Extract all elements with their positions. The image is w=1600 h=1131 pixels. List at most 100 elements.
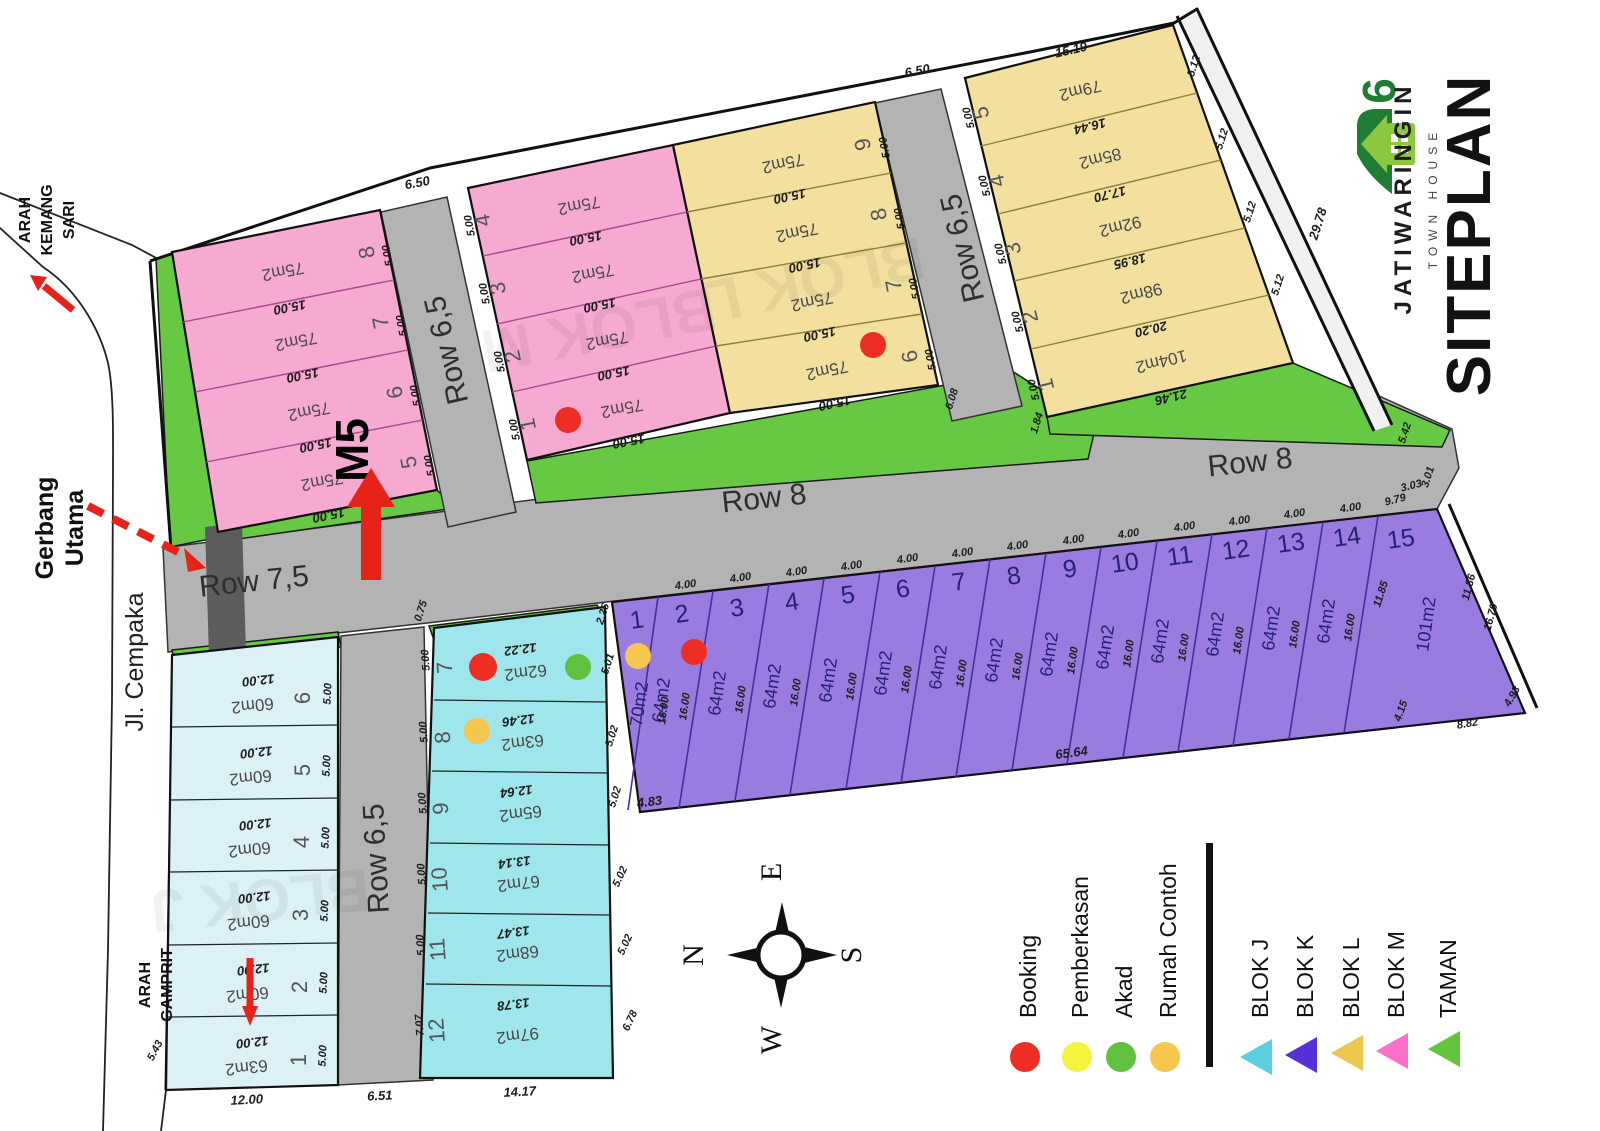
lot-no: 8 [353, 244, 380, 261]
lot-area: 60m2 [227, 838, 271, 861]
dim: 5.00 [414, 933, 428, 956]
road-row65-2 [874, 88, 1023, 422]
dim: 15.00 [802, 324, 838, 346]
dim: 4.00 [784, 564, 809, 579]
lot-area: 60m2 [230, 694, 274, 717]
lot-no: 1 [514, 416, 541, 433]
legend-swatch-akad [1106, 1042, 1136, 1072]
dim: 65.64 [1054, 743, 1089, 762]
arrow-gerbang-dashed [86, 502, 206, 572]
dim: 6.78 [620, 1008, 640, 1033]
legend-swatch-taman [1428, 1031, 1460, 1067]
lot-len: 16.00 [788, 677, 804, 707]
lot-no: 8 [1005, 561, 1023, 591]
legend-label: Rumah Contoh [1155, 863, 1181, 1018]
lot-len: 16.00 [1065, 645, 1081, 675]
dim: 5.00 [416, 791, 430, 814]
dim: 5.00 [419, 648, 433, 671]
road-label: Row 6,5 [357, 803, 396, 915]
dim: 5.00 [319, 826, 332, 849]
lot-no: 8 [430, 731, 456, 745]
lot-no: 2 [1016, 308, 1043, 326]
compass-n: N [677, 944, 710, 966]
compass-e: E [755, 863, 788, 881]
lot-no: 13 [1275, 527, 1306, 559]
lot-dividers [686, 172, 923, 347]
lot-len: 13.14 [497, 853, 532, 872]
street-label: KEMANG [39, 184, 56, 255]
lot-len: 16.00 [656, 695, 672, 725]
lot-len: 16.00 [677, 691, 693, 721]
dim: 5.00 [318, 899, 331, 922]
dim: 5.00 [317, 971, 330, 994]
legend-swatch-blok-m [1376, 1033, 1408, 1069]
legend-swatch-booking [1010, 1042, 1040, 1072]
lot-len: 12.00 [238, 815, 273, 833]
lot-no: 9 [849, 136, 876, 153]
lot-len: 16.00 [954, 658, 970, 688]
lot-no: 14 [1331, 521, 1363, 553]
dim: 14.17 [503, 1083, 537, 1100]
dim: 5.00 [316, 1044, 329, 1067]
dim: 4.00 [673, 577, 698, 592]
legend-swatch-blok-k [1285, 1037, 1317, 1073]
lot-dividers [182, 279, 424, 463]
dim: 15.00 [817, 393, 853, 415]
street-label: Gerbang [31, 477, 59, 580]
page-title: SITEPLAN [1435, 74, 1504, 397]
arrow-m5 [347, 468, 395, 580]
lot-len: 13.78 [496, 995, 531, 1014]
marker-akad-j7 [565, 654, 591, 680]
road-row65-1 [380, 196, 517, 528]
lot-no: 3 [288, 909, 313, 921]
dim: 4.83 [635, 792, 664, 810]
dim: 5.12 [1213, 127, 1231, 151]
lot-no: 3 [484, 280, 511, 297]
dim: 5.00 [492, 349, 508, 373]
dim: 4.00 [728, 570, 753, 585]
blok-j-left [164, 635, 340, 1092]
lot-len: 12.64 [499, 782, 534, 801]
brand-name: JATIWARINGIN [1390, 82, 1417, 315]
logo-roof-icon [1361, 115, 1387, 173]
dim: 5.02 [610, 864, 630, 888]
lot-no: 7 [432, 661, 458, 675]
dim: 15.00 [596, 363, 632, 384]
dim: 5.00 [417, 720, 431, 743]
legend-label: BLOK J [1247, 939, 1273, 1018]
dim: 4.00 [839, 558, 864, 573]
street-lines [0, 192, 167, 1131]
dim: 5.00 [380, 243, 396, 267]
lot-len: 12.00 [237, 888, 272, 906]
dim: 5.00 [960, 105, 977, 130]
gate-bar [205, 523, 246, 656]
legend-label: TAMAN [1435, 939, 1461, 1018]
lot-no: 4 [783, 587, 801, 617]
dim: 4.00 [895, 551, 920, 566]
dim: 5.00 [907, 276, 923, 300]
lot-no: 5 [967, 104, 994, 122]
title-block: 6 JATIWARINGIN TOWN HOUSE SITEPLAN [1353, 74, 1504, 397]
dim: 7.07 [413, 1013, 427, 1036]
lot-dividers [167, 724, 339, 1018]
lot-len: 16.00 [1121, 638, 1137, 668]
lot-no: 6 [894, 574, 912, 604]
dim: 8.82 [1456, 716, 1479, 732]
compass-s: S [835, 947, 868, 964]
lot-no: 2 [287, 981, 312, 993]
dim: 15.00 [285, 365, 321, 386]
dim: 5.43 [145, 1038, 166, 1063]
brand-number: 6 [1353, 78, 1405, 104]
lot-no: 1 [286, 1054, 311, 1066]
dim: 5.00 [462, 213, 478, 237]
legend-label: BLOK K [1292, 934, 1318, 1018]
lot-no: 9 [1061, 554, 1079, 584]
lot-dividers [482, 211, 717, 393]
legend: Booking Pemberkasan Akad Rumah Contoh BL… [1010, 843, 1461, 1075]
lot-len: 16.00 [1342, 612, 1358, 642]
dim: 15.00 [787, 255, 823, 277]
dim: 3.03 [1399, 478, 1423, 495]
dim: 4.00 [950, 545, 975, 560]
ne-boundary-strip [1177, 8, 1392, 431]
